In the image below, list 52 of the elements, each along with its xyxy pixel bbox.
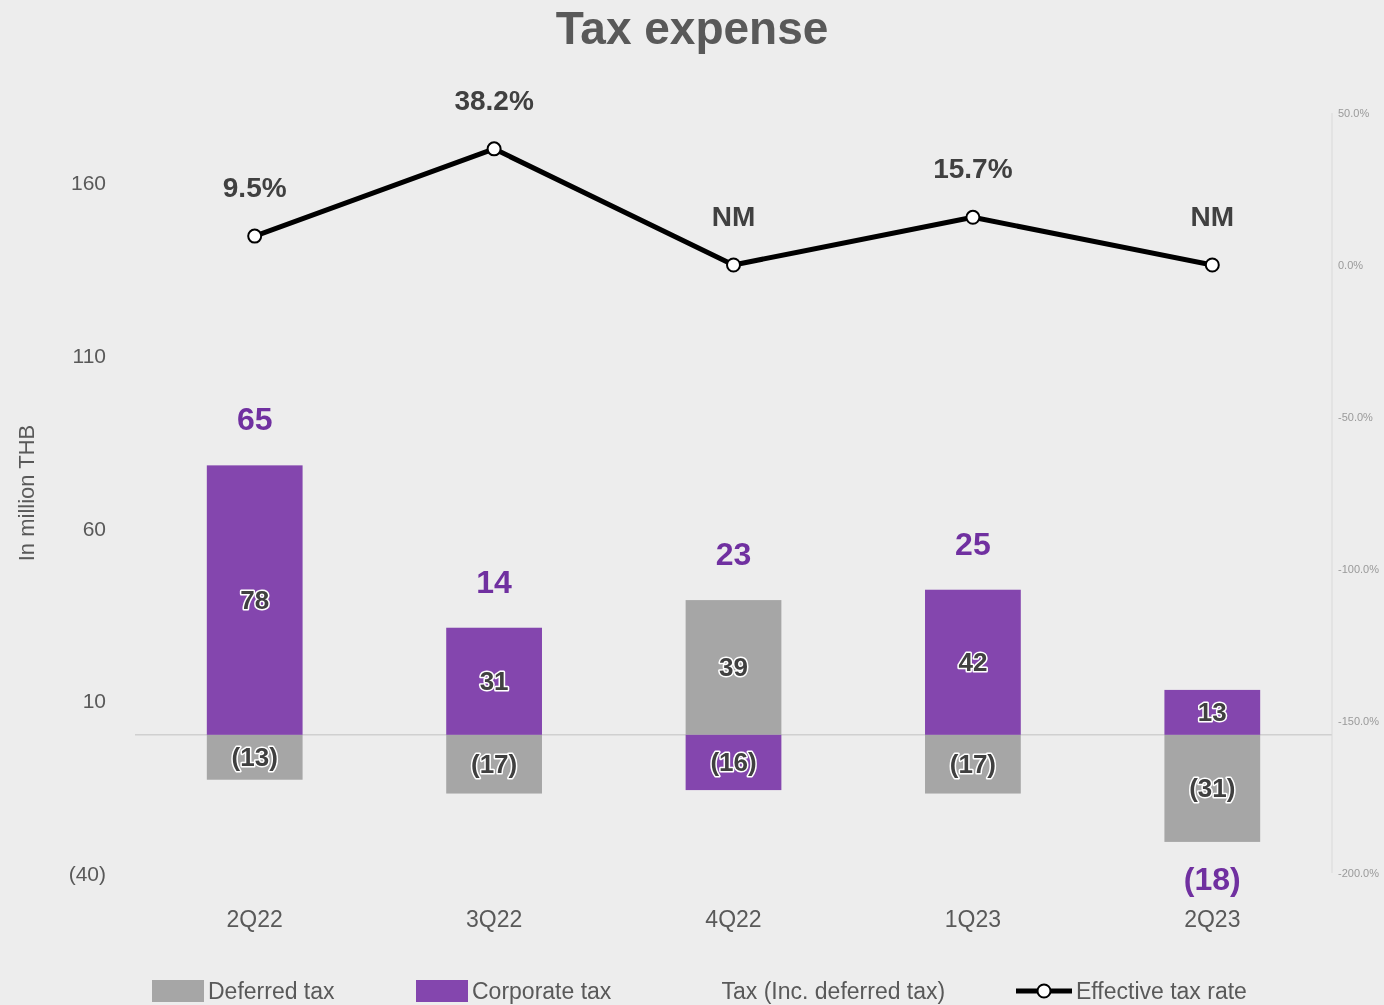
y2-tick-label: -100.0%: [1338, 563, 1380, 575]
bar: [206, 465, 303, 735]
data-label: 78: [240, 585, 270, 616]
text: Tax (Inc. deferred tax): [721, 978, 946, 1004]
data-label: (31): [1189, 773, 1236, 804]
bar: [1164, 734, 1261, 842]
y2-tick-label: -150.0%: [1338, 715, 1380, 727]
y2-tick-label: 50.0%: [1338, 107, 1370, 119]
point: [726, 257, 741, 273]
data-label: (17): [470, 749, 518, 780]
data-label: 31: [479, 666, 509, 697]
y-tick-label: 160: [70, 171, 106, 195]
point: [965, 209, 981, 225]
y-axis-title: In million THB: [14, 424, 39, 562]
x-tick-label: 2Q23: [1184, 906, 1241, 932]
x-tick-label: 3Q22: [465, 906, 523, 932]
y2-tick-label: 0.0%: [1338, 259, 1364, 271]
total-label: 23: [715, 536, 752, 573]
point: [247, 228, 263, 244]
bar: [925, 589, 1021, 735]
point: [486, 141, 502, 157]
y-tick-label: (40): [68, 862, 106, 885]
bar: [446, 627, 542, 735]
data-label: NM: [1190, 201, 1235, 232]
legend-label: Corporate tax: [472, 978, 612, 1004]
total-label: 14: [476, 563, 513, 600]
data-label: (13): [231, 742, 278, 773]
y2-tick-label: -200.0%: [1338, 867, 1380, 879]
total-label: 65: [236, 401, 273, 438]
y-tick-label: 10: [82, 689, 106, 713]
data-label: 42: [958, 647, 988, 678]
data-label: NM: [711, 201, 756, 232]
total-label: 25: [955, 525, 991, 562]
bar: [685, 600, 782, 735]
y-tick-label: 60: [82, 516, 106, 540]
y-tick-label: 110: [72, 343, 106, 367]
x-tick-label: 1Q23: [944, 906, 1002, 932]
y2-tick-label: -50.0%: [1338, 411, 1374, 423]
data-label: 39: [719, 652, 748, 683]
data-label: 38.2%: [454, 84, 534, 116]
total-label: (18): [1183, 860, 1241, 897]
x-tick-label: 2Q22: [226, 906, 283, 932]
data-label: (17): [949, 749, 997, 780]
point: [1204, 257, 1220, 273]
data-label: 9.5%: [222, 172, 287, 204]
legend-label: Effective tax rate: [1076, 978, 1247, 1004]
x-tick-label: 4Q22: [705, 906, 762, 932]
legend-label: Deferred tax: [208, 978, 336, 1004]
chart-title: Tax expense: [555, 2, 829, 54]
data-label: 15.7%: [933, 153, 1013, 185]
data-label: (16): [710, 747, 757, 778]
data-label: 13: [1197, 697, 1227, 728]
